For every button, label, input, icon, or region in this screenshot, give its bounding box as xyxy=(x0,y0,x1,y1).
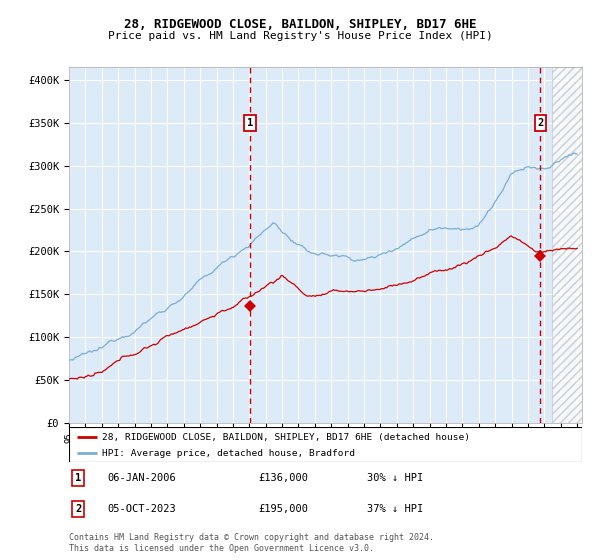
Text: 28, RIDGEWOOD CLOSE, BAILDON, SHIPLEY, BD17 6HE: 28, RIDGEWOOD CLOSE, BAILDON, SHIPLEY, B… xyxy=(124,18,476,31)
Text: Price paid vs. HM Land Registry's House Price Index (HPI): Price paid vs. HM Land Registry's House … xyxy=(107,31,493,41)
Text: 30% ↓ HPI: 30% ↓ HPI xyxy=(367,473,423,483)
Text: 1: 1 xyxy=(75,473,82,483)
Text: HPI: Average price, detached house, Bradford: HPI: Average price, detached house, Brad… xyxy=(103,449,355,458)
Text: 37% ↓ HPI: 37% ↓ HPI xyxy=(367,504,423,514)
Text: 1: 1 xyxy=(247,118,253,128)
Text: 28, RIDGEWOOD CLOSE, BAILDON, SHIPLEY, BD17 6HE (detached house): 28, RIDGEWOOD CLOSE, BAILDON, SHIPLEY, B… xyxy=(103,432,470,441)
Text: 06-JAN-2006: 06-JAN-2006 xyxy=(107,473,176,483)
Text: £195,000: £195,000 xyxy=(259,504,309,514)
Bar xyxy=(553,67,582,423)
Text: 2: 2 xyxy=(537,118,544,128)
FancyBboxPatch shape xyxy=(69,427,582,462)
Text: £136,000: £136,000 xyxy=(259,473,309,483)
Text: 2: 2 xyxy=(75,504,82,514)
Text: Contains HM Land Registry data © Crown copyright and database right 2024.
This d: Contains HM Land Registry data © Crown c… xyxy=(69,533,434,553)
Text: 05-OCT-2023: 05-OCT-2023 xyxy=(107,504,176,514)
